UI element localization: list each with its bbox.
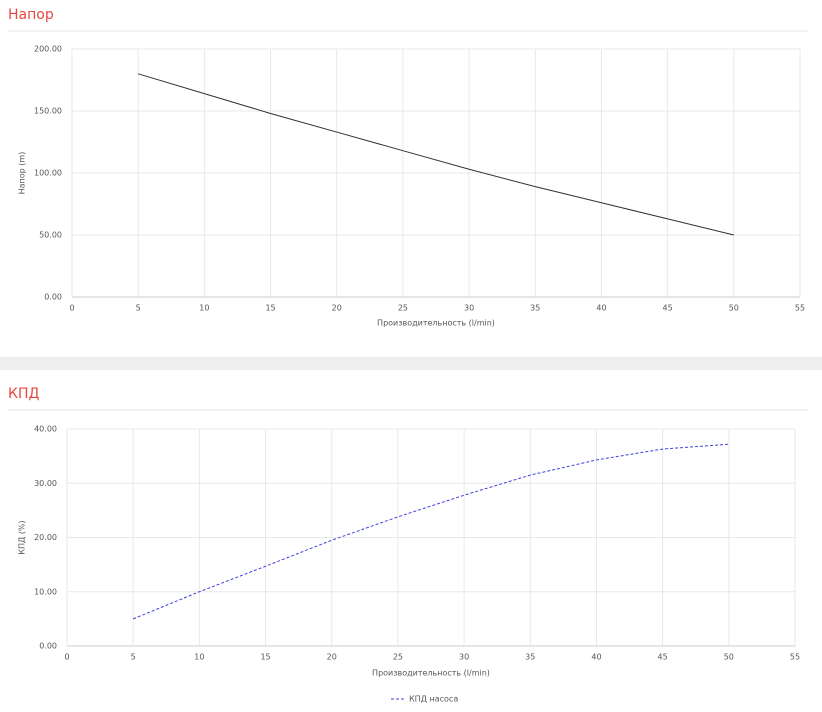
x-tick-label: 15	[260, 653, 270, 662]
separator	[0, 357, 822, 370]
x-tick-label: 30	[464, 304, 474, 313]
x-tick-label: 35	[530, 304, 540, 313]
x-tick-label: 25	[398, 304, 408, 313]
x-tick-label: 0	[64, 653, 69, 662]
x-tick-label: 45	[658, 653, 668, 662]
y-tick-label: 40.00	[34, 425, 57, 434]
x-tick-label: 20	[332, 304, 342, 313]
x-tick-label: 15	[265, 304, 275, 313]
x-tick-label: 50	[729, 304, 739, 313]
y-tick-label: 150.00	[34, 107, 62, 116]
panel-title: КПД	[8, 386, 39, 402]
panel-title: Напор	[8, 7, 54, 23]
x-tick-label: 35	[525, 653, 535, 662]
x-tick-label: 5	[136, 304, 141, 313]
y-tick-label: 50.00	[39, 231, 62, 240]
x-tick-label: 55	[795, 304, 805, 313]
x-axis-label: Производительность (l/min)	[372, 669, 490, 678]
y-tick-label: 0.00	[44, 293, 62, 302]
y-axis-label: Напор (m)	[18, 152, 27, 195]
x-tick-label: 20	[327, 653, 337, 662]
legend-label: КПД насоса	[409, 695, 458, 704]
y-tick-label: 100.00	[34, 169, 62, 178]
x-tick-label: 25	[393, 653, 403, 662]
y-tick-label: 200.00	[34, 45, 62, 54]
x-tick-label: 30	[459, 653, 469, 662]
data-line	[132, 443, 729, 620]
x-tick-label: 10	[194, 653, 204, 662]
y-tick-label: 30.00	[34, 479, 57, 488]
y-axis-label: КПД (%)	[18, 520, 27, 554]
x-tick-label: 40	[591, 653, 601, 662]
x-tick-label: 0	[69, 304, 74, 313]
x-tick-label: 10	[199, 304, 209, 313]
y-tick-label: 0.00	[39, 642, 57, 651]
x-tick-label: 45	[663, 304, 673, 313]
x-axis-label: Производительность (l/min)	[377, 319, 495, 328]
data-line	[138, 73, 734, 236]
x-tick-label: 40	[596, 304, 606, 313]
y-tick-label: 10.00	[34, 587, 57, 596]
x-tick-label: 5	[131, 653, 136, 662]
y-tick-label: 20.00	[34, 533, 57, 542]
x-tick-label: 50	[724, 653, 734, 662]
x-tick-label: 55	[790, 653, 800, 662]
